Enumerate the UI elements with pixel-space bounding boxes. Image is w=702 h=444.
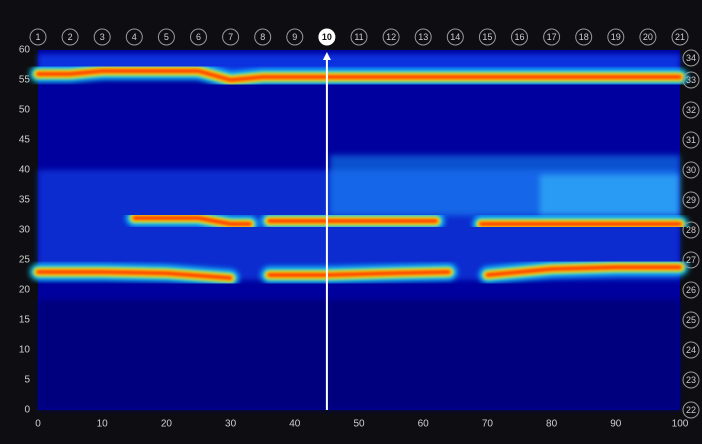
top-marker-label: 15 xyxy=(482,32,492,42)
y-tick-label: 20 xyxy=(19,285,31,296)
top-marker-label: 8 xyxy=(260,32,265,42)
top-marker xyxy=(286,28,304,46)
x-tick-label: 70 xyxy=(482,419,494,430)
x-tick-label: 40 xyxy=(289,419,301,430)
top-marker-label: 5 xyxy=(164,32,169,42)
x-tick-label: 50 xyxy=(353,419,365,430)
right-marker xyxy=(682,131,700,149)
top-marker xyxy=(511,28,528,46)
right-marker xyxy=(682,281,700,299)
right-marker-label: 31 xyxy=(686,135,696,145)
top-marker-label: 14 xyxy=(450,32,460,42)
right-marker-label: 32 xyxy=(686,105,696,115)
y-tick-label: 0 xyxy=(24,405,30,416)
top-marker-label: 18 xyxy=(579,32,589,42)
right-marker-label: 27 xyxy=(686,255,696,265)
top-marker xyxy=(478,28,496,46)
x-tick-label: 0 xyxy=(35,419,41,430)
top-marker xyxy=(125,28,143,46)
right-marker xyxy=(682,311,700,329)
top-marker-label: 1 xyxy=(35,32,40,42)
x-tick-label: 10 xyxy=(97,419,109,430)
right-marker-label: 33 xyxy=(686,75,696,85)
top-marker-label: 4 xyxy=(132,32,137,42)
y-tick-label: 60 xyxy=(19,45,31,56)
x-tick-label: 60 xyxy=(418,419,430,430)
right-marker xyxy=(682,101,700,119)
top-marker xyxy=(446,28,464,46)
top-marker xyxy=(575,28,593,46)
y-tick-label: 40 xyxy=(19,165,31,176)
right-marker xyxy=(682,371,700,389)
top-marker xyxy=(254,28,272,46)
top-marker xyxy=(29,28,47,46)
top-marker xyxy=(190,28,207,46)
right-marker xyxy=(682,191,700,209)
right-marker-label: 29 xyxy=(686,195,696,205)
y-tick-label: 15 xyxy=(19,315,31,326)
top-marker-label: 12 xyxy=(386,32,396,42)
right-marker xyxy=(682,401,700,419)
right-marker xyxy=(682,49,700,67)
right-marker xyxy=(682,341,700,359)
cursor-arrow xyxy=(322,52,331,60)
y-tick-label: 5 xyxy=(24,375,30,386)
top-marker-label: 19 xyxy=(611,32,621,42)
y-tick-label: 55 xyxy=(19,75,31,86)
top-marker xyxy=(607,28,625,46)
top-marker xyxy=(318,28,336,46)
x-tick-label: 90 xyxy=(610,419,622,430)
ridge xyxy=(36,69,682,82)
top-marker xyxy=(61,28,79,46)
top-marker-label: 10 xyxy=(322,32,332,42)
y-tick-label: 45 xyxy=(19,135,31,146)
top-marker-label: 11 xyxy=(354,32,363,42)
top-marker xyxy=(382,28,400,46)
ridge xyxy=(36,265,682,280)
top-marker-label: 3 xyxy=(100,32,105,42)
right-marker xyxy=(682,251,700,269)
x-tick-label: 20 xyxy=(161,419,173,430)
y-tick-label: 25 xyxy=(19,255,31,266)
top-marker-label: 9 xyxy=(292,32,297,42)
top-marker xyxy=(639,28,657,46)
y-tick-label: 10 xyxy=(19,345,31,356)
right-marker xyxy=(682,71,700,89)
x-tick-label: 80 xyxy=(546,419,558,430)
top-marker-label: 20 xyxy=(643,32,653,42)
right-marker-label: 23 xyxy=(686,375,696,385)
right-marker-label: 30 xyxy=(686,165,696,175)
top-marker-label: 7 xyxy=(228,32,233,42)
top-marker-label: 2 xyxy=(68,32,73,42)
y-tick-label: 35 xyxy=(19,195,31,206)
ridge xyxy=(132,216,682,226)
x-tick-label: 30 xyxy=(225,419,237,430)
top-marker xyxy=(350,28,368,46)
top-marker-label: 16 xyxy=(514,32,524,42)
haze xyxy=(38,54,680,410)
top-marker xyxy=(157,28,175,46)
top-marker xyxy=(414,28,432,46)
top-marker xyxy=(222,28,240,46)
right-marker-label: 34 xyxy=(686,53,696,63)
top-marker-label: 13 xyxy=(418,32,428,42)
right-marker xyxy=(682,161,700,179)
y-tick-label: 50 xyxy=(19,105,31,116)
right-marker-label: 28 xyxy=(686,225,696,235)
right-marker-label: 25 xyxy=(686,315,696,325)
right-marker-label: 26 xyxy=(686,285,696,295)
right-marker-label: 24 xyxy=(686,345,696,355)
top-marker xyxy=(93,28,111,46)
right-marker xyxy=(682,221,700,239)
x-tick-label: 100 xyxy=(672,419,689,430)
top-marker-label: 17 xyxy=(547,32,557,42)
y-tick-label: 30 xyxy=(19,225,31,236)
top-marker-label: 6 xyxy=(196,32,201,42)
top-marker-label: 21 xyxy=(675,32,685,42)
top-marker xyxy=(671,28,689,46)
top-marker xyxy=(543,28,561,46)
right-marker-label: 22 xyxy=(686,405,696,415)
